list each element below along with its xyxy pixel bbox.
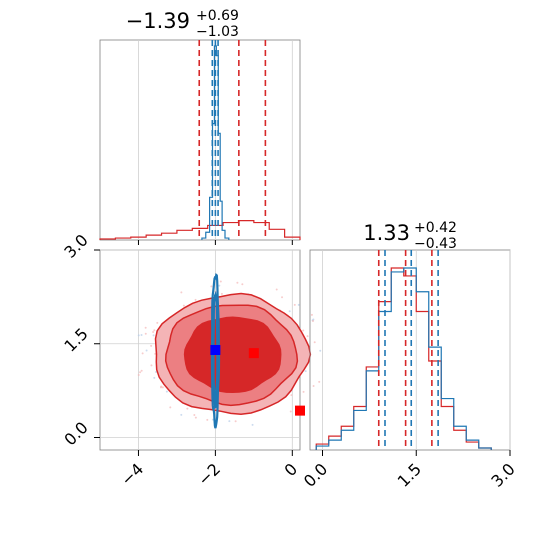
scatter-point bbox=[206, 418, 209, 421]
y-tick-label: 0.0 bbox=[60, 418, 91, 449]
red-histogram bbox=[99, 220, 301, 240]
scatter-point bbox=[194, 298, 197, 301]
red-marker bbox=[248, 348, 259, 359]
scatter-point bbox=[150, 364, 153, 367]
scatter-point bbox=[288, 310, 291, 313]
scatter-point bbox=[165, 390, 168, 393]
scatter-point bbox=[318, 380, 321, 383]
param1-title-plus: +0.42 bbox=[414, 220, 457, 236]
scatter-point bbox=[293, 303, 296, 306]
scatter-point bbox=[182, 304, 185, 307]
scatter-point bbox=[169, 406, 172, 409]
scatter-point bbox=[152, 331, 155, 334]
scatter-point bbox=[153, 376, 156, 379]
blue-histogram bbox=[315, 267, 492, 450]
scatter-point bbox=[144, 332, 147, 335]
scatter-point bbox=[144, 326, 147, 329]
x-tick-label: −2 bbox=[194, 459, 224, 489]
scatter-point bbox=[161, 386, 164, 389]
scatter-point bbox=[220, 292, 223, 295]
red-histogram bbox=[315, 267, 492, 450]
scatter-point bbox=[289, 410, 292, 413]
scatter-point bbox=[219, 280, 222, 283]
scatter-point bbox=[241, 283, 244, 286]
x-tick-label: 0.0 bbox=[300, 459, 331, 490]
param0-title: −1.39 bbox=[126, 9, 190, 33]
scatter-point bbox=[180, 291, 183, 294]
scatter-point bbox=[304, 370, 307, 373]
red-contour-inner bbox=[183, 316, 282, 393]
scatter-point bbox=[156, 321, 159, 324]
scatter-point bbox=[290, 394, 293, 397]
scatter-point bbox=[186, 407, 189, 410]
scatter-point bbox=[139, 371, 142, 374]
scatter-point bbox=[140, 369, 143, 372]
param0-hist-panel bbox=[99, 39, 301, 241]
scatter-point bbox=[306, 335, 309, 338]
scatter-point bbox=[302, 329, 305, 332]
y-tick-label: 3.0 bbox=[60, 230, 91, 261]
x-tick-label: 1.5 bbox=[394, 459, 425, 490]
scatter-point bbox=[194, 416, 197, 419]
scatter-point bbox=[180, 413, 183, 416]
scatter-point bbox=[281, 296, 284, 299]
scatter-point bbox=[137, 374, 140, 377]
scatter-point bbox=[137, 334, 140, 337]
scatter-point bbox=[297, 303, 300, 306]
scatter-point bbox=[141, 352, 144, 355]
param0-title-plus: +0.69 bbox=[196, 8, 239, 24]
scatter-point bbox=[275, 288, 278, 291]
scatter-point bbox=[210, 285, 213, 288]
joint-panel bbox=[99, 249, 322, 451]
scatter-point bbox=[312, 319, 315, 322]
scatter-point bbox=[313, 341, 316, 344]
blue-histogram bbox=[201, 45, 230, 240]
param1-title-minus: −0.43 bbox=[414, 236, 457, 252]
scatter-point bbox=[152, 334, 155, 337]
scatter-point bbox=[310, 313, 313, 316]
scatter-point bbox=[193, 414, 196, 417]
scatter-point bbox=[228, 420, 231, 423]
scatter-point bbox=[234, 420, 237, 423]
param1-hist-panel bbox=[309, 249, 511, 451]
y-tick-label: 1.5 bbox=[60, 324, 91, 355]
x-tick-label: −4 bbox=[117, 459, 147, 489]
x-tick-label: 0 bbox=[280, 459, 301, 480]
scatter-point bbox=[302, 390, 305, 393]
param1-title: 1.33 bbox=[363, 221, 410, 245]
x-tick-label: 3.0 bbox=[487, 459, 518, 490]
scatter-point bbox=[153, 329, 156, 332]
red-marker bbox=[295, 405, 305, 416]
scatter-point bbox=[140, 333, 143, 336]
scatter-point bbox=[159, 386, 162, 389]
scatter-point bbox=[312, 385, 315, 388]
param0-title-minus: −1.03 bbox=[196, 24, 239, 40]
scatter-point bbox=[150, 344, 153, 347]
scatter-point bbox=[218, 284, 221, 287]
blue-marker bbox=[210, 345, 221, 355]
scatter-point bbox=[236, 281, 239, 284]
scatter-point bbox=[251, 423, 254, 426]
scatter-point bbox=[145, 349, 148, 352]
scatter-point bbox=[319, 349, 322, 352]
